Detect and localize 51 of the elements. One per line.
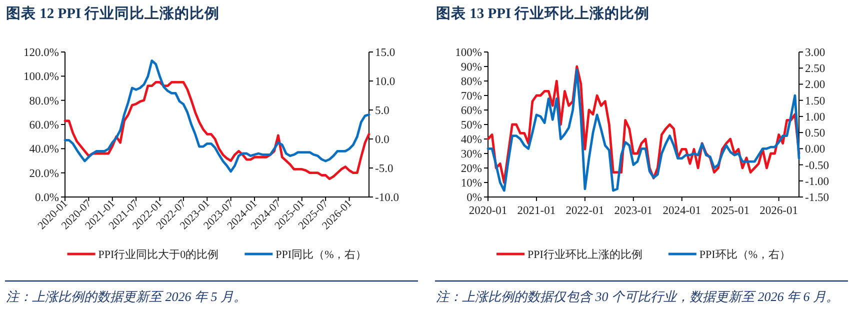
legend-label: PPI环比（%，右） — [699, 248, 790, 261]
y2-tick-label: 10.0 — [375, 76, 396, 88]
y-tick-label: 40% — [460, 134, 482, 146]
line-series — [64, 81, 370, 180]
y-tick-label: 100% — [455, 47, 482, 59]
y-tick-label: 30% — [460, 148, 482, 160]
y2-tick-label: 1.00 — [805, 111, 826, 124]
y-tick-label: 90% — [460, 62, 482, 74]
text: 注：上涨比例的数据更新至 2026 年 5 月。 — [6, 288, 248, 306]
x-tick-label: 2022-01 — [566, 205, 604, 217]
y2-tick-label: 3.00 — [805, 47, 826, 59]
y2-tick-label: -0.50 — [805, 160, 830, 172]
y-tick-label: 40.0% — [29, 144, 60, 156]
y2-tick-label: -10.0 — [375, 192, 400, 204]
x-tick-label: 2021-01 — [517, 205, 556, 217]
y2-tick-label: 5.0 — [375, 105, 390, 117]
legend-label: PPI行业环比上涨的比例 — [528, 248, 642, 261]
y-tick-label: 20% — [460, 163, 482, 175]
y-tick-label: 60% — [460, 105, 482, 117]
x-tick-label: 2024-01 — [662, 205, 702, 217]
text: 注：上涨比例的数据仅包含 30 个可比行业，数据更新至 2026 年 6 月。 — [436, 288, 840, 306]
y2-tick-label: -1.00 — [805, 176, 830, 188]
y2-tick-label: 0.00 — [805, 144, 826, 156]
y-tick-label: 0% — [466, 192, 482, 204]
y-tick-label: 80.0% — [29, 95, 60, 108]
chart-title: 图表 12 PPI 行业同比上涨的比例 — [6, 5, 220, 22]
y-tick-label: 10% — [460, 178, 482, 190]
y-tick-label: 0.0% — [35, 192, 60, 204]
x-tick-label: 2023-01 — [614, 205, 653, 217]
chart-title: 图表 13 PPI 行业环比上涨的比例 — [436, 5, 650, 22]
y2-tick-label: 15.0 — [375, 47, 396, 59]
y2-tick-label: 2.50 — [805, 63, 826, 76]
y-tick-label: 70% — [460, 90, 482, 102]
y2-tick-label: 2.00 — [805, 79, 826, 92]
y2-tick-label: 0.50 — [805, 128, 826, 140]
legend-label: PPI行业同比大于0的比例 — [98, 248, 219, 261]
y-tick-label: 100.0% — [24, 71, 60, 84]
y2-tick-label: -5.0 — [375, 163, 394, 175]
y-tick-label: 50% — [460, 120, 482, 132]
y2-tick-label: -1.50 — [805, 192, 830, 204]
y-tick-label: 20.0% — [29, 168, 60, 180]
y2-tick-label: 0.0 — [375, 134, 390, 146]
line-series — [64, 60, 370, 173]
y-tick-label: 120.0% — [24, 47, 60, 59]
y2-tick-label: 1.50 — [805, 95, 826, 108]
x-tick-label: 2026-01 — [760, 205, 798, 217]
y-tick-label: 60.0% — [29, 120, 60, 132]
x-tick-label: 2025-01 — [711, 205, 750, 217]
legend-label: PPI同比（%，右） — [276, 248, 367, 261]
x-tick-label: 2020-01 — [468, 205, 508, 217]
y-tick-label: 80% — [460, 76, 482, 88]
